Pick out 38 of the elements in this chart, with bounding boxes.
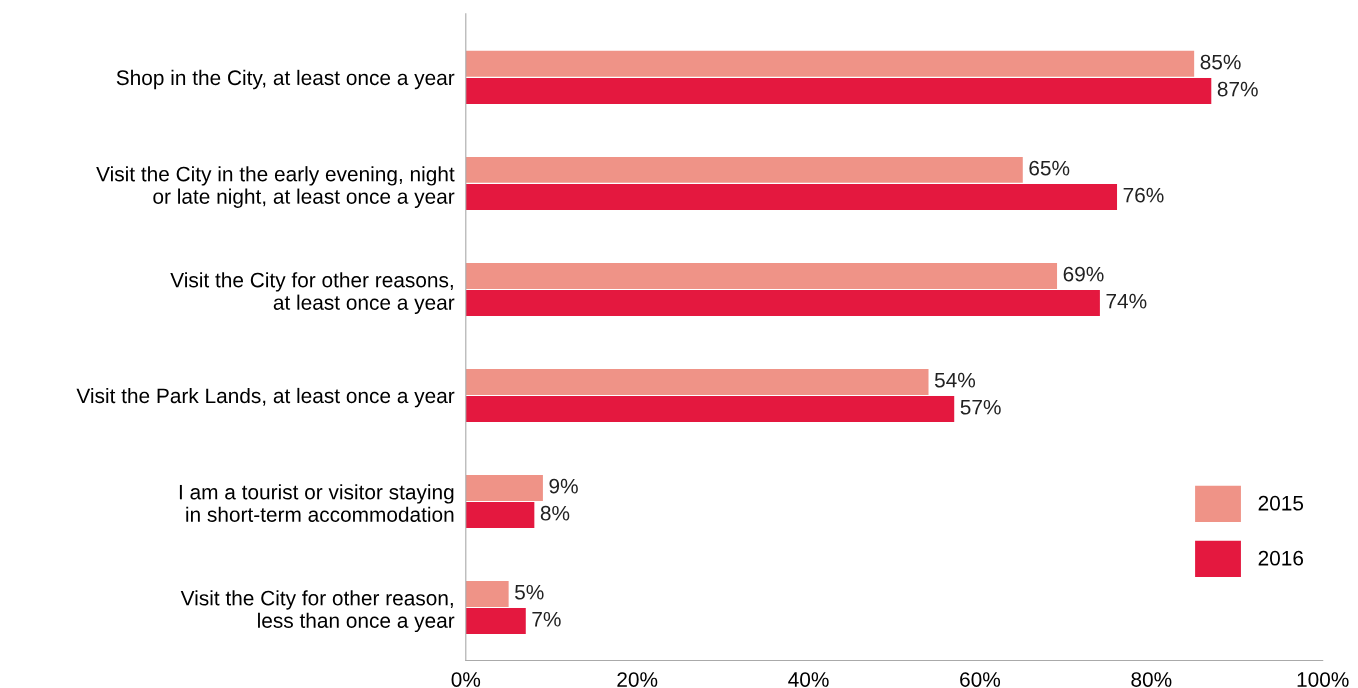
data-label: 74% (1106, 293, 1147, 309)
data-label: 57% (960, 399, 1001, 415)
y-tick-label: Visit the City for other reasons, at least once a year (170, 272, 455, 315)
data-label: 5% (515, 584, 544, 600)
data-label: 8% (540, 505, 570, 521)
bar (465, 77, 1212, 104)
x-tick-label: 40% (788, 672, 829, 687)
data-label: 54% (934, 372, 976, 388)
bar (465, 183, 1118, 210)
x-tick-label: 80% (1131, 672, 1172, 687)
bar (465, 262, 1058, 289)
x-tick-label: 0% (451, 672, 481, 687)
bar (465, 580, 509, 607)
bar (465, 50, 1195, 77)
data-label: 85% (1200, 54, 1241, 70)
data-label: 65% (1029, 160, 1070, 176)
y-tick-label: I am a tourist or visitor staying in short-term accommodation (179, 484, 454, 522)
bar (465, 156, 1023, 183)
bar (465, 608, 526, 634)
y-tick-label: Visit the Park Lands, at least once a year (76, 387, 455, 408)
data-label: 9% (549, 478, 578, 494)
x-tick-label: 60% (960, 672, 1001, 687)
legend-label: 2015 (1258, 495, 1304, 511)
y-tick-label: Visit the City in the early evening, night or late night, at least once a year (96, 166, 455, 208)
y-tick-label: Shop in the City, at least once a year (116, 69, 455, 90)
bar (465, 501, 535, 528)
data-label: 87% (1217, 81, 1258, 97)
data-label: 7% (532, 611, 561, 627)
data-label: 69% (1063, 266, 1104, 282)
bar (465, 395, 955, 422)
x-tick-label: 20% (617, 672, 658, 687)
legend-label: 2016 (1258, 550, 1304, 566)
bar (465, 474, 543, 501)
data-label: 76% (1123, 187, 1164, 203)
bar (465, 368, 929, 395)
bar (465, 289, 1100, 316)
y-tick-label: Visit the City for other reason, less than once a year (180, 590, 455, 633)
x-tick-label: 100% (1297, 672, 1349, 687)
